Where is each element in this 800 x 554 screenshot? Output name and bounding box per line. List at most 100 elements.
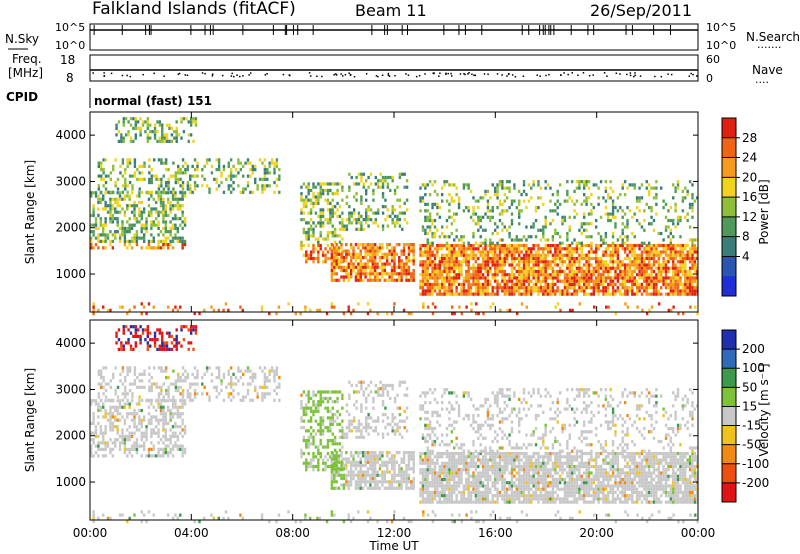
power-cell bbox=[419, 286, 422, 290]
power-cell bbox=[515, 286, 518, 290]
power-cell bbox=[477, 266, 480, 270]
power-cell bbox=[360, 198, 363, 202]
power-cell bbox=[669, 218, 673, 223]
power-cell bbox=[132, 139, 135, 143]
power-cell bbox=[128, 239, 131, 243]
velocity-cell bbox=[159, 454, 163, 458]
power-cell bbox=[672, 305, 675, 309]
power-cell bbox=[433, 276, 437, 280]
power-cell bbox=[333, 272, 336, 276]
velocity-cell bbox=[263, 385, 267, 389]
power-cell bbox=[570, 256, 574, 261]
velocity-cell bbox=[179, 412, 182, 416]
nave-point bbox=[288, 74, 291, 76]
power-cell bbox=[561, 292, 564, 296]
power-cell bbox=[520, 256, 523, 261]
power-cell bbox=[592, 286, 596, 290]
power-cell bbox=[421, 225, 425, 229]
power-cell bbox=[99, 200, 103, 205]
power-cell bbox=[626, 292, 629, 296]
velocity-cell bbox=[171, 434, 175, 439]
power-cell bbox=[140, 246, 143, 250]
power-cell bbox=[679, 253, 682, 257]
power-cell bbox=[650, 276, 653, 280]
power-cell bbox=[518, 289, 521, 293]
power-cell bbox=[686, 193, 689, 197]
power-cell bbox=[349, 268, 353, 273]
power-cell bbox=[342, 278, 346, 282]
power-cell bbox=[164, 158, 168, 162]
power-cell bbox=[595, 266, 598, 270]
power-cell bbox=[609, 292, 612, 296]
power-cell bbox=[544, 186, 547, 190]
power-cell bbox=[522, 292, 526, 296]
power-cell bbox=[530, 269, 533, 274]
power-cell bbox=[144, 120, 147, 124]
power-cell bbox=[307, 185, 310, 189]
power-cell bbox=[443, 235, 446, 239]
power-cell bbox=[635, 256, 639, 261]
velocity-cell bbox=[312, 455, 315, 459]
power-cell bbox=[614, 215, 617, 219]
velocity-cell bbox=[167, 392, 170, 396]
power-cell bbox=[102, 230, 105, 234]
power-cell bbox=[679, 289, 682, 293]
power-cell bbox=[578, 256, 581, 261]
power-cell bbox=[650, 256, 653, 261]
velocity-cell bbox=[345, 451, 348, 455]
power-cell bbox=[305, 234, 308, 238]
power-cell bbox=[174, 191, 177, 195]
power-cell bbox=[623, 263, 627, 267]
power-cell bbox=[319, 208, 322, 212]
power-cell bbox=[345, 201, 349, 206]
power-cell bbox=[457, 260, 461, 264]
power-cell bbox=[179, 239, 182, 243]
power-cell bbox=[412, 268, 415, 273]
power-cell bbox=[443, 243, 446, 248]
velocity-cell bbox=[100, 369, 103, 373]
power-cell bbox=[172, 190, 175, 194]
velocity-cell bbox=[152, 382, 156, 386]
power-cell bbox=[150, 174, 153, 178]
power-cell bbox=[496, 241, 499, 245]
power-cell bbox=[496, 189, 499, 193]
power-cell bbox=[510, 286, 514, 290]
power-cell bbox=[647, 279, 651, 283]
power-cell bbox=[650, 205, 653, 210]
power-cell bbox=[341, 198, 344, 202]
velocity-cell bbox=[160, 366, 163, 370]
power-cell bbox=[477, 269, 480, 274]
power-cell bbox=[336, 192, 339, 196]
power-cell bbox=[431, 253, 434, 257]
velocity-cell bbox=[179, 431, 182, 435]
power-cell bbox=[505, 260, 509, 264]
power-cell bbox=[410, 246, 413, 250]
power-ytick-label: 2000 bbox=[55, 221, 86, 235]
power-cell bbox=[691, 266, 694, 270]
velocity-cell bbox=[138, 408, 141, 413]
nave-point bbox=[560, 74, 562, 76]
power-cell bbox=[300, 240, 303, 244]
power-cell bbox=[460, 235, 463, 239]
power-cell bbox=[513, 238, 516, 242]
velocity-cell bbox=[111, 421, 115, 426]
power-cell bbox=[157, 191, 160, 195]
power-cell bbox=[229, 177, 233, 181]
power-cell bbox=[573, 209, 576, 213]
power-cell bbox=[493, 276, 497, 280]
velocity-cell bbox=[340, 483, 343, 487]
power-cell bbox=[333, 192, 337, 196]
power-cell bbox=[354, 243, 358, 247]
power-cell bbox=[116, 230, 119, 234]
power-cell bbox=[532, 260, 535, 264]
power-cell bbox=[520, 209, 523, 213]
nave-point bbox=[344, 73, 347, 76]
power-cell bbox=[696, 247, 699, 251]
power-cell bbox=[319, 234, 322, 238]
power-cell bbox=[558, 269, 562, 274]
nave-point bbox=[340, 73, 342, 75]
velocity-cell bbox=[148, 385, 151, 389]
velocity-cell bbox=[109, 412, 112, 416]
power-cell bbox=[534, 235, 538, 239]
velocity-cell bbox=[126, 392, 129, 396]
